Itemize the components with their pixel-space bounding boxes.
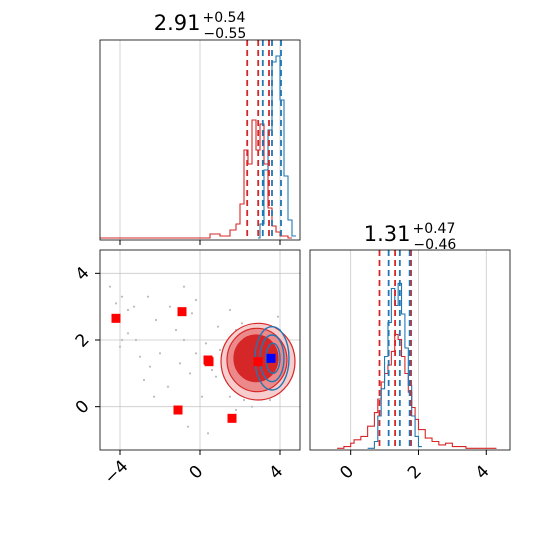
scatter-point-43 — [200, 395, 204, 398]
scatter-point-18 — [214, 375, 218, 378]
frame-right-marginal — [309, 249, 511, 451]
title-right-base: 1.31 — [364, 222, 411, 246]
title-top-plus: +0.54 — [202, 10, 245, 26]
markers-joint — [111, 307, 276, 423]
scatter-point-36 — [276, 315, 280, 318]
scatter-point-1 — [114, 302, 118, 305]
scatter-point-17 — [210, 368, 214, 372]
grid-right-marginal — [350, 250, 487, 450]
histograms-right-marginal — [337, 282, 497, 449]
scatter-point-2 — [120, 295, 124, 298]
title-top-base: 2.91 — [154, 11, 201, 35]
scatter-point-41 — [242, 398, 246, 402]
scatter-point-42 — [250, 405, 254, 408]
scatter-point-5 — [126, 332, 130, 335]
scatter-point-21 — [158, 352, 162, 355]
title-top-minus: −0.55 — [203, 26, 246, 42]
scatter-point-27 — [234, 408, 238, 412]
scatter-point-23 — [218, 348, 222, 352]
scatter-point-19 — [188, 372, 192, 375]
tick-label-right-x-1: 2 — [404, 462, 426, 484]
tick-label-joint-y-2: 4 — [72, 263, 94, 285]
red-marker-3 — [204, 357, 214, 367]
scatter-point-28 — [206, 432, 210, 435]
scatter-point-9 — [146, 295, 150, 298]
quantile-lines-right-marginal — [378, 250, 412, 450]
title-right-marginal: 1.31 +0.47 −0.46 — [364, 221, 457, 253]
scatter-point-20 — [178, 362, 182, 365]
panel-right-marginal: 1.31 +0.47 −0.46 0 2 4 — [309, 221, 511, 484]
tick-label-right-x-0: 0 — [336, 462, 358, 484]
red-marker-5 — [227, 413, 237, 423]
title-right-minus: −0.46 — [413, 237, 456, 253]
scatter-point-0 — [108, 285, 112, 288]
red-marker-0 — [111, 313, 121, 323]
blue-contour-2 — [265, 342, 281, 375]
scatter-point-7 — [120, 338, 124, 342]
tick-label-joint-y-1: 2 — [72, 330, 94, 352]
scatter-point-32 — [152, 395, 156, 398]
scatter-point-16 — [204, 342, 208, 345]
scatter-point-22 — [148, 365, 152, 368]
scatter-point-10 — [154, 318, 158, 322]
scatter-point-47 — [228, 308, 232, 312]
scatter-point-31 — [138, 355, 142, 358]
scatter-point-44 — [166, 385, 170, 388]
ticks-top-marginal — [119, 240, 281, 245]
tick-label-right-x-2: 4 — [472, 462, 494, 484]
blue-marker-0 — [266, 353, 276, 363]
tick-label-joint-x-1: 0 — [186, 462, 208, 484]
scatter-point-14 — [190, 312, 194, 315]
red-marker-6 — [253, 357, 263, 367]
panel-joint: −4 0 4 0 2 4 — [72, 249, 301, 489]
scatter-point-35 — [240, 322, 244, 325]
panel-top-marginal: 2.91 +0.54 −0.55 — [99, 10, 301, 245]
scatter-point-33 — [216, 325, 220, 328]
histogram-step-right-1 — [367, 282, 422, 449]
scatter-point-29 — [186, 425, 190, 428]
red-marker-4 — [173, 405, 183, 415]
scatter-point-4 — [132, 305, 136, 308]
scatter-point-26 — [228, 395, 232, 398]
title-top-marginal: 2.91 +0.54 −0.55 — [154, 10, 247, 42]
red-marker-1 — [177, 307, 187, 317]
scatter-point-46 — [182, 285, 186, 288]
scatter-point-12 — [174, 328, 178, 332]
quantile-lines-top-marginal — [246, 40, 282, 240]
scatter-point-30 — [142, 378, 146, 382]
ticks-right-marginal: 0 2 4 — [336, 450, 494, 484]
scatter-point-11 — [168, 305, 172, 308]
title-right-plus: +0.47 — [412, 221, 455, 237]
scatter-point-45 — [194, 298, 198, 302]
scatter-point-13 — [182, 338, 186, 342]
histograms-top-marginal — [100, 55, 296, 239]
scatter-point-38 — [268, 398, 272, 402]
scatter-point-15 — [194, 352, 198, 355]
scatter-point-8 — [118, 345, 122, 348]
histogram-step-top-1 — [258, 55, 296, 239]
histogram-step-right-0 — [337, 333, 497, 449]
tick-label-joint-x-0: −4 — [101, 457, 133, 489]
scatter-point-6 — [134, 338, 138, 342]
tick-label-joint-y-0: 0 — [72, 396, 94, 418]
tick-label-joint-x-2: 4 — [266, 462, 288, 484]
scatter-point-3 — [126, 308, 130, 312]
